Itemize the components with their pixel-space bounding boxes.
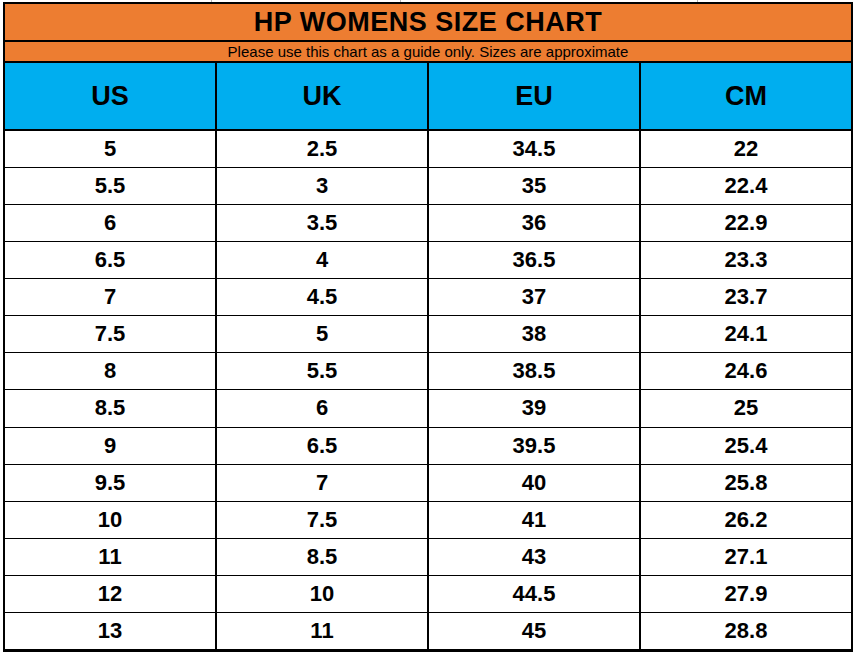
table-row: 118.54327.1: [4, 538, 852, 575]
size-table: HP WOMENS SIZE CHART Please use this cha…: [3, 2, 853, 652]
size-cell: 38: [428, 316, 640, 353]
size-cell: 25.8: [640, 464, 852, 501]
size-cell: 38.5: [428, 353, 640, 390]
table-row: 74.53723.7: [4, 279, 852, 316]
size-cell: 10: [4, 501, 216, 538]
table-row: 85.538.524.6: [4, 353, 852, 390]
size-cell: 37: [428, 279, 640, 316]
size-cell: 26.2: [640, 501, 852, 538]
table-row: 107.54126.2: [4, 501, 852, 538]
size-cell: 5: [216, 316, 428, 353]
size-cell: 40: [428, 464, 640, 501]
size-cell: 7.5: [216, 501, 428, 538]
table-row: 8.563925: [4, 390, 852, 427]
size-cell: 4: [216, 242, 428, 279]
table-row: 96.539.525.4: [4, 427, 852, 464]
size-cell: 27.9: [640, 575, 852, 612]
size-cell: 5.5: [216, 353, 428, 390]
table-row: 121044.527.9: [4, 575, 852, 612]
table-row: 52.534.522: [4, 130, 852, 168]
size-cell: 22.9: [640, 205, 852, 242]
table-row: 13114528.8: [4, 612, 852, 650]
size-cell: 4.5: [216, 279, 428, 316]
size-cell: 8: [4, 353, 216, 390]
chart-subtitle: Please use this chart as a guide only. S…: [4, 41, 852, 62]
chart-title: HP WOMENS SIZE CHART: [4, 3, 852, 41]
table-row: 7.553824.1: [4, 316, 852, 353]
size-cell: 5: [4, 130, 216, 168]
table-row: 6.5436.523.3: [4, 242, 852, 279]
size-cell: 34.5: [428, 130, 640, 168]
size-cell: 5.5: [4, 168, 216, 205]
size-cell: 27.1: [640, 538, 852, 575]
size-cell: 7: [216, 464, 428, 501]
size-cell: 11: [216, 612, 428, 650]
size-cell: 24.6: [640, 353, 852, 390]
size-cell: 9: [4, 427, 216, 464]
size-cell: 36.5: [428, 242, 640, 279]
size-cell: 45: [428, 612, 640, 650]
size-cell: 22: [640, 130, 852, 168]
table-body: 52.534.5225.533522.463.53622.96.5436.523…: [4, 130, 852, 651]
size-cell: 3: [216, 168, 428, 205]
size-cell: 12: [4, 575, 216, 612]
column-header-row: US UK EU CM: [4, 62, 852, 130]
size-cell: 24.1: [640, 316, 852, 353]
table-head: HP WOMENS SIZE CHART Please use this cha…: [4, 3, 852, 130]
size-cell: 39.5: [428, 427, 640, 464]
size-cell: 13: [4, 612, 216, 650]
size-cell: 11: [4, 538, 216, 575]
size-cell: 23.7: [640, 279, 852, 316]
size-cell: 39: [428, 390, 640, 427]
size-cell: 25: [640, 390, 852, 427]
size-cell: 10: [216, 575, 428, 612]
table-row: 9.574025.8: [4, 464, 852, 501]
size-cell: 43: [428, 538, 640, 575]
size-cell: 41: [428, 501, 640, 538]
subtitle-row: Please use this chart as a guide only. S…: [4, 41, 852, 62]
size-cell: 6: [216, 390, 428, 427]
size-cell: 8.5: [4, 390, 216, 427]
size-cell: 7: [4, 279, 216, 316]
column-header-eu: EU: [428, 62, 640, 130]
size-cell: 8.5: [216, 538, 428, 575]
table-row: 5.533522.4: [4, 168, 852, 205]
size-cell: 44.5: [428, 575, 640, 612]
size-cell: 35: [428, 168, 640, 205]
size-cell: 23.3: [640, 242, 852, 279]
size-cell: 3.5: [216, 205, 428, 242]
size-cell: 6.5: [4, 242, 216, 279]
title-row: HP WOMENS SIZE CHART: [4, 3, 852, 41]
size-cell: 2.5: [216, 130, 428, 168]
column-header-cm: CM: [640, 62, 852, 130]
size-cell: 22.4: [640, 168, 852, 205]
size-cell: 6: [4, 205, 216, 242]
size-cell: 36: [428, 205, 640, 242]
column-header-us: US: [4, 62, 216, 130]
size-cell: 7.5: [4, 316, 216, 353]
size-cell: 25.4: [640, 427, 852, 464]
size-cell: 9.5: [4, 464, 216, 501]
size-cell: 6.5: [216, 427, 428, 464]
size-cell: 28.8: [640, 612, 852, 650]
column-header-uk: UK: [216, 62, 428, 130]
size-chart-sheet: HP WOMENS SIZE CHART Please use this cha…: [3, 2, 853, 652]
table-row: 63.53622.9: [4, 205, 852, 242]
